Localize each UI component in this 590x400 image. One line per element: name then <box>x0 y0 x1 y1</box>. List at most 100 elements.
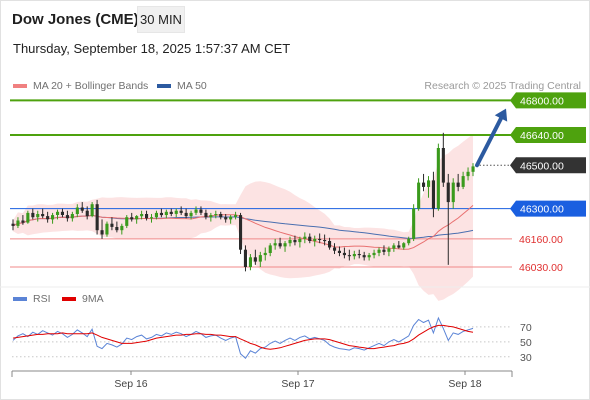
candle-body <box>41 214 45 217</box>
candle-body <box>456 182 460 187</box>
candle-body <box>308 236 312 241</box>
level-tag-resistance <box>510 126 586 143</box>
candle-body <box>283 243 287 247</box>
candle-body <box>441 148 445 183</box>
candle-body <box>362 255 366 258</box>
timeframe-button[interactable]: 30 MIN <box>137 6 185 33</box>
legend-label-ma50: MA 50 <box>177 80 207 92</box>
candle-body <box>174 210 178 214</box>
x-axis-label: Sep 17 <box>281 378 314 390</box>
level-tag-label: 46800.00 <box>520 95 564 107</box>
candle-body <box>110 223 114 227</box>
candle-body <box>70 214 74 219</box>
candle-body <box>367 255 371 258</box>
ma20-line <box>12 205 474 250</box>
candle-body <box>105 223 109 235</box>
credit-text: Research © 2025 Trading Central <box>424 80 581 92</box>
candle-body <box>65 215 69 219</box>
candle-body <box>21 220 25 223</box>
candle-body <box>466 171 470 177</box>
candle-body <box>100 230 104 235</box>
candle-body <box>293 240 297 243</box>
candle-body <box>268 245 272 253</box>
rsi-tick-label: 70 <box>520 322 532 334</box>
candle-body <box>253 257 257 262</box>
candle-body <box>145 214 149 219</box>
candle-body <box>263 252 267 256</box>
candle-body <box>377 249 381 253</box>
candle-body <box>417 182 421 209</box>
candle-body <box>323 240 327 242</box>
candle-body <box>85 210 89 217</box>
level-tag-label: 46300.00 <box>520 204 564 216</box>
candle-body <box>436 148 440 209</box>
candle-body <box>397 245 401 248</box>
candle-body <box>80 207 84 211</box>
legend-label-9ma: 9MA <box>82 293 104 305</box>
level-tag-resistance <box>510 92 586 109</box>
support-level-label: 46030.00 <box>519 262 563 274</box>
forecast-arrow-shaft <box>475 116 503 168</box>
rsi-tick-label: 30 <box>520 352 532 364</box>
candle-body <box>427 180 431 187</box>
candle-body <box>120 225 124 231</box>
candle-body <box>337 250 341 253</box>
candle-body <box>431 180 435 209</box>
candle-body <box>352 254 356 257</box>
timestamp: Thursday, September 18, 2025 1:57:37 AM … <box>13 41 291 56</box>
candle-body <box>140 214 144 217</box>
candle-body <box>407 238 411 244</box>
candle-body <box>412 208 416 239</box>
candle-body <box>164 211 168 215</box>
level-tag-label: 46640.00 <box>520 130 564 142</box>
candle-body <box>382 249 386 252</box>
candle-body <box>342 252 346 256</box>
candle-body <box>46 216 50 220</box>
candle-body <box>11 223 15 226</box>
rsi-tick-label: 50 <box>520 337 532 349</box>
legend-label-ma20: MA 20 + Bollinger Bands <box>33 80 149 92</box>
level-tag-last-price <box>510 157 586 174</box>
level-tag-pivot <box>510 200 586 217</box>
candle-body <box>159 212 163 216</box>
candle-body <box>115 227 119 231</box>
candle-body <box>471 166 475 172</box>
candle-body <box>422 182 426 187</box>
candle-body <box>51 215 55 220</box>
candle-body <box>229 216 233 220</box>
candle-body <box>288 240 292 244</box>
candle-body <box>402 243 406 248</box>
candle-body <box>273 243 277 246</box>
candle-body <box>16 220 20 226</box>
candle-body <box>298 238 302 243</box>
candle-body <box>204 212 208 218</box>
candle-body <box>189 212 193 217</box>
legend-label-rsi: RSI <box>33 293 51 305</box>
candle-body <box>347 255 351 257</box>
candle-body <box>31 212 35 218</box>
candle-body <box>36 214 40 218</box>
instrument-title: Dow Jones (CME) <box>12 11 139 28</box>
candle-body <box>214 214 218 216</box>
candle-body <box>209 215 213 218</box>
rsi-line <box>12 316 474 360</box>
x-axis-label: Sep 18 <box>448 378 481 390</box>
candle-body <box>234 215 238 217</box>
level-tag-label: 46500.00 <box>520 160 564 172</box>
legend-item-9ma: 9MA <box>62 293 104 305</box>
candle-body <box>219 214 223 218</box>
candle-body <box>75 207 79 214</box>
candle-body <box>194 209 198 213</box>
candle-body <box>125 217 129 226</box>
candle-body <box>169 211 173 214</box>
candle-body <box>243 249 247 267</box>
legend-swatch-9ma <box>62 297 76 301</box>
candle-body <box>154 212 158 218</box>
legend-swatch-ma50 <box>157 84 171 88</box>
candle-body <box>392 245 396 249</box>
support-level-label: 46160.00 <box>519 234 563 246</box>
candle-body <box>318 238 322 240</box>
candle-body <box>258 255 262 262</box>
candle-body <box>184 212 188 217</box>
candle-body <box>313 238 317 242</box>
